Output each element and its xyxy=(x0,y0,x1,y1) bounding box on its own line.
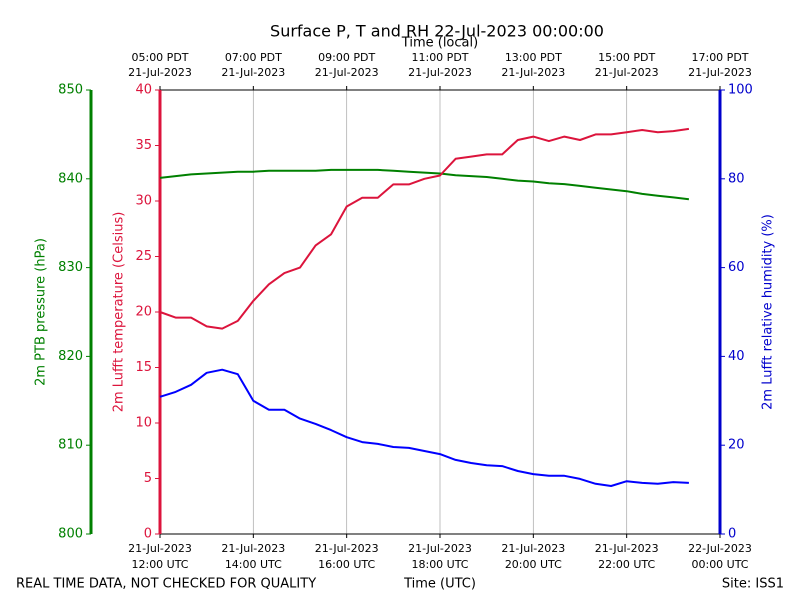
x2-tick-label: 21-Jul-2023 xyxy=(595,66,659,79)
x-tick-label: 16:00 UTC xyxy=(318,558,375,571)
y3-tick-label: 850 xyxy=(58,83,83,98)
y3-tick-label: 840 xyxy=(58,171,83,186)
data-line xyxy=(159,168,690,201)
x2-tick-label: 13:00 PDT xyxy=(505,51,562,64)
y3-tick-label: 830 xyxy=(58,260,83,275)
y-tick-label: 15 xyxy=(135,360,152,375)
x2-tick-label: 11:00 PDT xyxy=(411,51,468,64)
x-axis-label: Time (UTC) xyxy=(403,577,476,592)
y-tick-label: 35 xyxy=(135,138,152,153)
x-tick-label: 21-Jul-2023 xyxy=(501,542,565,555)
y3-tick-label: 800 xyxy=(58,527,83,542)
x2-tick-label: 15:00 PDT xyxy=(598,51,655,64)
x2-axis-label: Time (local) xyxy=(401,36,478,51)
y-axis-label: 2m Lufft temperature (Celsius) xyxy=(112,212,127,413)
x2-tick-label: 17:00 PDT xyxy=(691,51,748,64)
y2-tick-label: 100 xyxy=(728,83,753,98)
x2-tick-label: 05:00 PDT xyxy=(131,51,188,64)
chart-title: Surface P, T and RH 22-Jul-2023 00:00:00 xyxy=(270,22,604,41)
y-tick-label: 40 xyxy=(135,83,152,98)
x-tick-label: 12:00 UTC xyxy=(131,558,188,571)
y2-tick-label: 40 xyxy=(728,349,745,364)
y3-tick-label: 820 xyxy=(58,349,83,364)
footer-note: REAL TIME DATA, NOT CHECKED FOR QUALITY xyxy=(16,577,316,592)
y3-axis-label: 2m PTB pressure (hPa) xyxy=(34,238,49,386)
x2-tick-label: 21-Jul-2023 xyxy=(221,66,285,79)
x-tick-label: 20:00 UTC xyxy=(505,558,562,571)
x-tick-label: 21-Jul-2023 xyxy=(128,542,192,555)
x-tick-label: 00:00 UTC xyxy=(691,558,748,571)
y-tick-label: 25 xyxy=(135,249,152,264)
x2-tick-label: 21-Jul-2023 xyxy=(128,66,192,79)
data-line xyxy=(159,127,690,330)
x-tick-label: 21-Jul-2023 xyxy=(221,542,285,555)
x2-tick-label: 21-Jul-2023 xyxy=(501,66,565,79)
x2-tick-label: 07:00 PDT xyxy=(225,51,282,64)
data-line xyxy=(159,368,689,487)
y-tick-label: 20 xyxy=(135,305,152,320)
y-tick-label: 0 xyxy=(144,527,152,542)
x-tick-label: 21-Jul-2023 xyxy=(595,542,659,555)
x-tick-label: 22:00 UTC xyxy=(598,558,655,571)
site-label: Site: ISS1 xyxy=(722,577,784,592)
x-tick-label: 21-Jul-2023 xyxy=(315,542,379,555)
y2-tick-label: 0 xyxy=(728,527,736,542)
y-tick-label: 10 xyxy=(135,416,152,431)
y2-tick-label: 20 xyxy=(728,438,745,453)
x2-tick-label: 21-Jul-2023 xyxy=(688,66,752,79)
y2-axis-label: 2m Lufft relative humidity (%) xyxy=(761,214,776,410)
y-tick-label: 30 xyxy=(135,194,152,209)
y3-tick-label: 810 xyxy=(58,438,83,453)
x-tick-label: 18:00 UTC xyxy=(411,558,468,571)
y2-tick-label: 80 xyxy=(728,171,745,186)
x2-tick-label: 09:00 PDT xyxy=(318,51,375,64)
y2-tick-label: 60 xyxy=(728,260,745,275)
y-tick-label: 5 xyxy=(144,471,152,486)
x2-tick-label: 21-Jul-2023 xyxy=(408,66,472,79)
x-tick-label: 14:00 UTC xyxy=(225,558,282,571)
x-tick-label: 22-Jul-2023 xyxy=(688,542,752,555)
x-tick-label: 21-Jul-2023 xyxy=(408,542,472,555)
x2-tick-label: 21-Jul-2023 xyxy=(315,66,379,79)
